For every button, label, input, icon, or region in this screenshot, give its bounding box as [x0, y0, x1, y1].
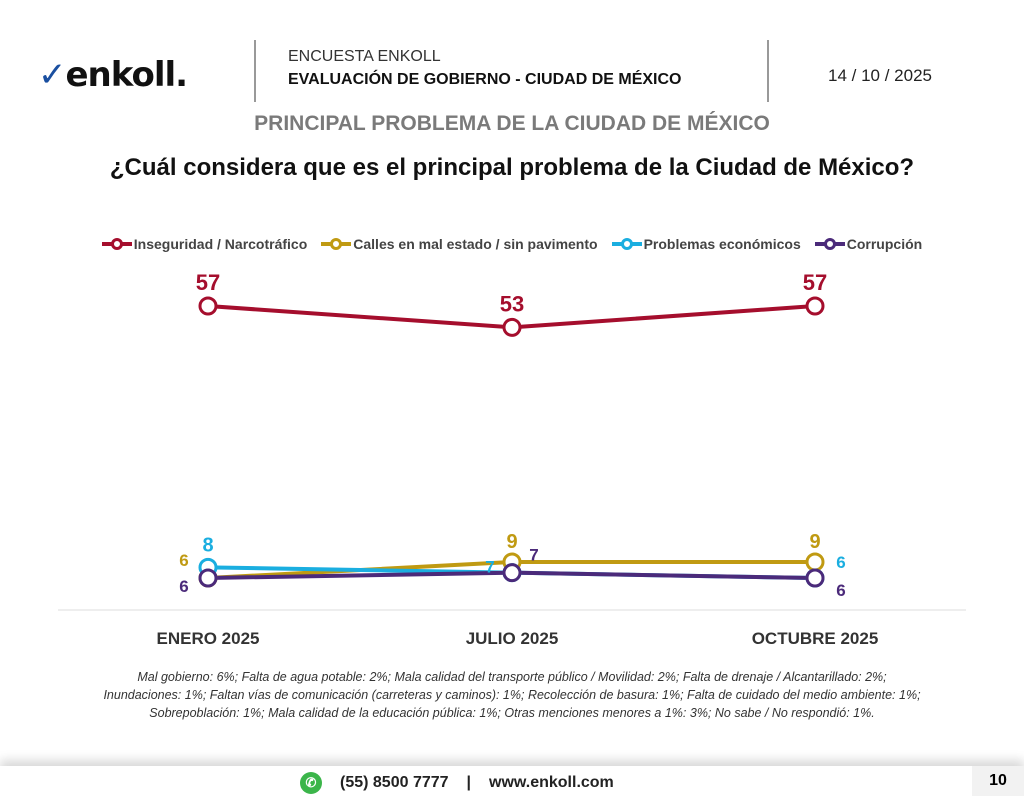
legend-label: Inseguridad / Narcotráfico	[133, 236, 308, 252]
x-tick-label: ENERO 2025	[157, 629, 260, 648]
data-point	[805, 568, 825, 588]
data-point	[502, 317, 522, 337]
data-label: 53	[500, 291, 524, 316]
data-label: 9	[506, 531, 517, 553]
data-point	[502, 563, 522, 583]
data-label: 57	[196, 270, 220, 295]
legend-marker	[611, 238, 642, 250]
legend-item: Corrupción	[814, 236, 923, 252]
data-label: 7	[485, 558, 494, 577]
data-point	[805, 296, 825, 316]
other-mentions-notes: Mal gobierno: 6%; Falta de agua potable:…	[20, 668, 1004, 722]
phone: (55) 8500 7777	[340, 774, 449, 791]
data-label: 6	[836, 553, 845, 572]
note-line: Sobrepoblación: 1%; Mala calidad de la e…	[149, 706, 875, 720]
page-number: 10	[972, 766, 1024, 796]
legend: Inseguridad / Narcotráfico Calles en mal …	[0, 236, 1024, 252]
legend-item: Inseguridad / Narcotráfico	[101, 236, 308, 252]
data-label: 7	[529, 546, 538, 565]
x-tick-label: OCTUBRE 2025	[752, 629, 879, 648]
footer-contact: ✆ (55) 8500 7777 | www.enkoll.com	[300, 772, 614, 794]
data-label: 57	[803, 270, 827, 295]
chart-title: ¿Cuál considera que es el principal prob…	[109, 154, 915, 181]
survey-name: ENCUESTA ENKOLL	[288, 48, 441, 65]
legend-item: Problemas económicos	[611, 236, 801, 252]
legend-item: Calles en mal estado / sin pavimento	[321, 236, 598, 252]
x-tick-label: JULIO 2025	[466, 629, 559, 648]
data-point	[198, 296, 218, 316]
note-line: Inundaciones: 1%; Faltan vías de comunic…	[103, 688, 921, 702]
report-date: 14 / 10 / 2025	[828, 66, 932, 85]
legend-label: Problemas económicos	[643, 236, 801, 252]
note-line: Mal gobierno: 6%; Falta de agua potable:…	[137, 670, 887, 684]
footer	[0, 766, 1024, 796]
data-point	[805, 552, 825, 572]
data-label: 6	[179, 551, 188, 570]
data-label: 9	[809, 531, 820, 553]
legend-marker	[101, 238, 132, 250]
enkoll-logo: ✓enkoll.	[38, 55, 189, 95]
data-label: 6	[179, 577, 188, 596]
divider	[254, 40, 256, 102]
logo-text: enkoll.	[65, 55, 189, 95]
separator: |	[466, 774, 472, 791]
legend-marker	[321, 238, 352, 250]
report-title: EVALUACIÓN DE GOBIERNO - CIUDAD DE MÉXIC…	[288, 71, 682, 88]
data-point	[198, 568, 218, 588]
data-label: 8	[202, 534, 213, 556]
website-link[interactable]: www.enkoll.com	[489, 774, 614, 791]
section-title: PRINCIPAL PROBLEMA DE LA CIUDAD DE MÉXIC…	[254, 112, 770, 135]
whatsapp-icon: ✆	[300, 772, 322, 794]
legend-label: Corrupción	[846, 236, 923, 252]
legend-marker	[814, 238, 845, 250]
data-label: 6	[836, 581, 845, 600]
divider	[767, 40, 769, 102]
legend-label: Calles en mal estado / sin pavimento	[353, 236, 598, 252]
